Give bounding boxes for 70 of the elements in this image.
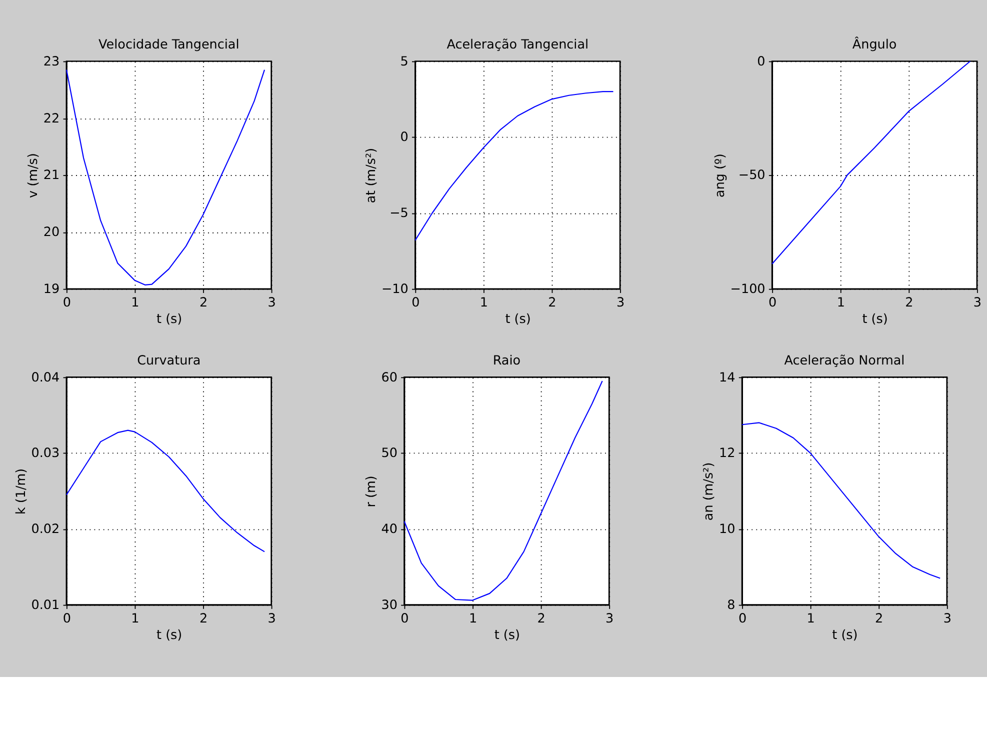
y-tick-label: 14 — [719, 370, 736, 386]
x-tick-label: 3 — [943, 612, 952, 627]
x-tick-label: 3 — [606, 612, 614, 627]
y-tick-label: −10 — [381, 282, 408, 297]
x-tick-label: 1 — [468, 612, 478, 627]
x-tick-label: 1 — [131, 296, 140, 311]
y-axis-title: ang (º) — [712, 154, 728, 198]
y-tick-label: 5 — [400, 54, 408, 70]
chart-title: Aceleração Tangencial — [446, 38, 589, 52]
line-series — [66, 69, 266, 286]
x-tick-label: 2 — [537, 612, 546, 627]
x-tick-label: 0 — [768, 296, 777, 311]
y-tick-label: 0.03 — [31, 446, 60, 462]
x-tick-label: 3 — [616, 296, 625, 311]
line-series — [742, 422, 941, 579]
y-tick-label: 21 — [43, 168, 60, 184]
y-tick-label: 40 — [381, 522, 398, 538]
line-series — [414, 91, 614, 241]
y-axis-title: at (m/s²) — [364, 148, 380, 204]
line-series — [772, 60, 971, 264]
x-axis-title: t (s) — [156, 628, 182, 643]
y-tick-label: −50 — [738, 168, 766, 184]
y-axis-title: k (1/m) — [14, 468, 29, 515]
chart-title: Aceleração Normal — [784, 353, 905, 368]
x-tick-label: 1 — [480, 296, 488, 311]
y-axis-title: r (m) — [364, 476, 379, 508]
y-tick-label: 19 — [43, 282, 60, 297]
y-tick-label: 20 — [43, 225, 60, 240]
y-tick-label: 22 — [43, 111, 60, 126]
x-axis-title: t (s) — [862, 312, 888, 328]
x-tick-label: 3 — [268, 296, 276, 311]
x-tick-label: 2 — [905, 296, 914, 311]
y-tick-label: 0 — [757, 54, 766, 70]
x-axis-title: t (s) — [832, 628, 858, 643]
y-tick-label: 50 — [381, 446, 398, 462]
x-tick-label: 1 — [836, 296, 845, 311]
chart-title: Raio — [492, 353, 521, 368]
line-series — [404, 380, 603, 601]
chart-title: Velocidade Tangencial — [98, 38, 240, 52]
y-tick-label: 12 — [719, 446, 736, 462]
x-tick-label: 1 — [806, 612, 815, 627]
y-tick-label: 60 — [381, 370, 398, 386]
y-tick-label: 8 — [727, 598, 736, 613]
x-tick-label: 2 — [875, 612, 884, 627]
y-tick-label: 23 — [43, 54, 60, 70]
chart-title: Curvatura — [137, 353, 201, 368]
y-tick-label: −100 — [730, 282, 766, 297]
x-axis-title: t (s) — [494, 628, 520, 643]
x-tick-label: 1 — [131, 612, 140, 627]
x-tick-label: 3 — [268, 612, 276, 627]
y-tick-label: 0.01 — [31, 598, 60, 613]
y-tick-label: 0.04 — [31, 370, 60, 386]
x-tick-label: 2 — [548, 296, 556, 311]
x-tick-label: 2 — [199, 612, 208, 627]
y-axis-title: v (m/s) — [26, 153, 42, 198]
y-tick-label: 30 — [381, 598, 398, 613]
y-tick-label: 0 — [400, 130, 408, 146]
y-axis-title: an (m/s²) — [702, 462, 717, 521]
line-series — [66, 430, 266, 552]
x-tick-label: 0 — [412, 296, 420, 311]
x-tick-label: 3 — [973, 296, 982, 311]
x-tick-label: 0 — [62, 296, 71, 311]
x-axis-title: t (s) — [505, 312, 531, 328]
x-tick-label: 0 — [62, 612, 71, 627]
x-axis-title: t (s) — [156, 312, 182, 328]
y-tick-label: −5 — [390, 206, 408, 222]
chart-title: Ângulo — [852, 36, 897, 52]
y-tick-label: 0.02 — [31, 522, 60, 538]
y-tick-label: 10 — [719, 522, 736, 538]
x-tick-label: 2 — [199, 296, 208, 311]
